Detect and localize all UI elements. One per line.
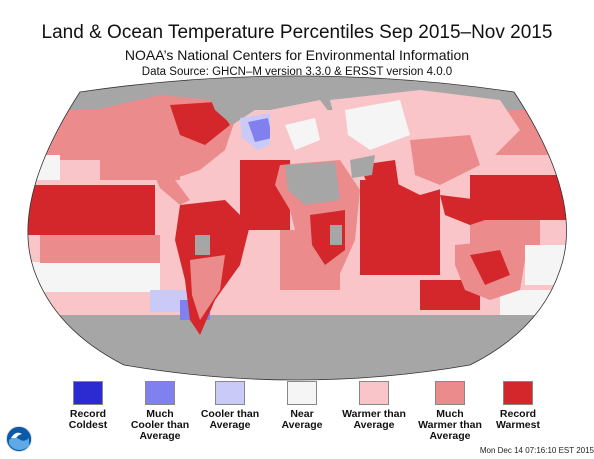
central-america (150, 165, 190, 205)
map-area (27, 76, 567, 380)
legend-label: Near Average (281, 408, 323, 431)
legend-item: Much Warmer than Average (410, 381, 490, 442)
map-title: Land & Ocean Temperature Percentiles Sep… (41, 22, 553, 43)
legend-item: Cooler than Average (190, 381, 270, 431)
legend-swatch (145, 381, 175, 405)
legend-item: Near Average (262, 381, 342, 431)
middle-east-no-data (350, 155, 375, 178)
legend-swatch (215, 381, 245, 405)
south-america-south (190, 255, 225, 320)
legend-swatch (503, 381, 533, 405)
canada-record (170, 102, 230, 145)
legend-label: Much Warmer than Average (418, 408, 482, 442)
south-indian-near (500, 290, 567, 315)
legend-item: Warmer than Average (334, 381, 414, 431)
legend-item: Record Warmest (478, 381, 558, 431)
legend-swatch (359, 381, 389, 405)
noaa-logo-icon (6, 426, 32, 452)
amazon-no-data (195, 235, 210, 255)
legend-label: Warmer than Average (342, 408, 406, 431)
globe-outline (27, 75, 567, 381)
timestamp: Mon Dec 14 07:16:10 EST 2015 (479, 446, 594, 455)
legend-label: Record Warmest (496, 408, 540, 431)
legend: Record Coldest Much Cooler than Average Co… (48, 381, 568, 442)
greenland-no-data (205, 82, 255, 125)
east-asia-much-warmer (410, 135, 480, 185)
australia-record (470, 250, 510, 285)
sahara-no-data (285, 162, 340, 205)
data-source: Data Source: GHCN–M version 3.3.0 & ERSS… (141, 66, 453, 78)
legend-swatch (73, 381, 103, 405)
africa-no-data-patch (330, 225, 342, 245)
bering-near (540, 100, 567, 120)
legend-item: Much Cooler than Average (120, 381, 200, 442)
north-atlantic-much-cooler (248, 118, 272, 142)
central-africa-record (310, 210, 345, 265)
tasman-near (525, 245, 567, 285)
south-pacific-much-warmer (40, 235, 160, 263)
legend-item: Record Coldest (48, 381, 128, 431)
legend-label: Cooler than Average (200, 408, 260, 431)
europe-near (285, 118, 320, 150)
tropical-east-pacific-record (27, 185, 155, 235)
map-subtitle: NOAA’s National Centers for Environmenta… (124, 47, 470, 63)
legend-swatch (287, 381, 317, 405)
legend-label: Much Cooler than Average (130, 408, 190, 442)
siberia-near (345, 100, 410, 150)
southern-ocean-near (27, 262, 160, 292)
indonesia-record (440, 195, 500, 225)
north-pacific-near (27, 155, 60, 180)
legend-swatch (435, 381, 465, 405)
legend-label: Record Coldest (68, 408, 108, 431)
arctic-no-data (27, 76, 567, 110)
